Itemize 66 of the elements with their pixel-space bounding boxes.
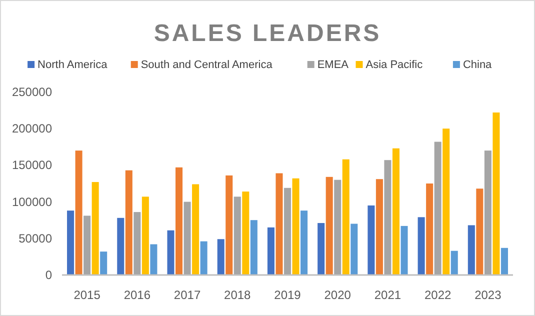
bar [376,179,383,275]
bar [226,175,233,275]
bar [250,220,258,275]
bar [100,252,108,275]
bar [484,150,492,275]
bar [134,212,141,275]
legend-label: China [462,59,493,71]
x-tick-label: 2023 [474,288,502,302]
bar [184,202,191,275]
bar [167,230,174,275]
legend-label: South and Central America [140,59,274,71]
x-tick-label: 2022 [424,288,452,302]
legend-label: North America [38,59,108,71]
bar [392,148,400,275]
bar [300,210,308,275]
bar [434,142,442,275]
bar [318,223,325,275]
x-tick-label: 2017 [174,288,201,302]
bar [468,225,475,275]
y-tick-label: 100000 [12,194,52,209]
x-tick-label: 2018 [224,288,252,302]
x-tick-label: 2015 [74,288,101,302]
bar [418,217,425,275]
x-tick-label: 2021 [374,288,402,302]
bar [342,159,350,275]
legend-label: EMEA [317,59,350,71]
bar [426,184,434,275]
y-tick-label: 0 [45,268,52,282]
bar [284,188,292,275]
bar [267,227,274,275]
legend-label: Asia Pacific [366,59,424,71]
y-tick-label: 200000 [12,122,52,136]
bar [92,182,99,275]
bar [125,170,132,275]
bar [334,180,342,275]
bar [292,178,300,275]
x-tick-label: 2020 [324,288,352,302]
bar [67,210,74,275]
bar [217,239,224,275]
bar [117,218,124,275]
bar [442,128,450,275]
bar [476,188,484,275]
bar [75,150,82,275]
bar [242,192,250,275]
bar [326,176,333,275]
y-tick-label: 150000 [12,158,52,172]
bar [176,167,183,275]
bar [350,224,358,275]
bar [234,196,241,275]
bar [400,226,408,275]
x-tick-label: 2019 [274,288,302,302]
bar [142,196,149,275]
bar [84,216,91,275]
chart-title: SALES LEADERS [154,20,382,47]
bar [192,184,200,275]
bar [276,173,283,275]
bar [450,250,458,275]
bar [150,244,158,275]
y-tick-label: 50000 [18,231,52,246]
y-tick-label: 250000 [12,85,52,99]
bar [368,205,375,275]
bar [492,112,500,275]
x-tick-label: 2016 [124,288,151,302]
bar [500,248,508,275]
bar [384,160,392,275]
bar [200,241,208,275]
